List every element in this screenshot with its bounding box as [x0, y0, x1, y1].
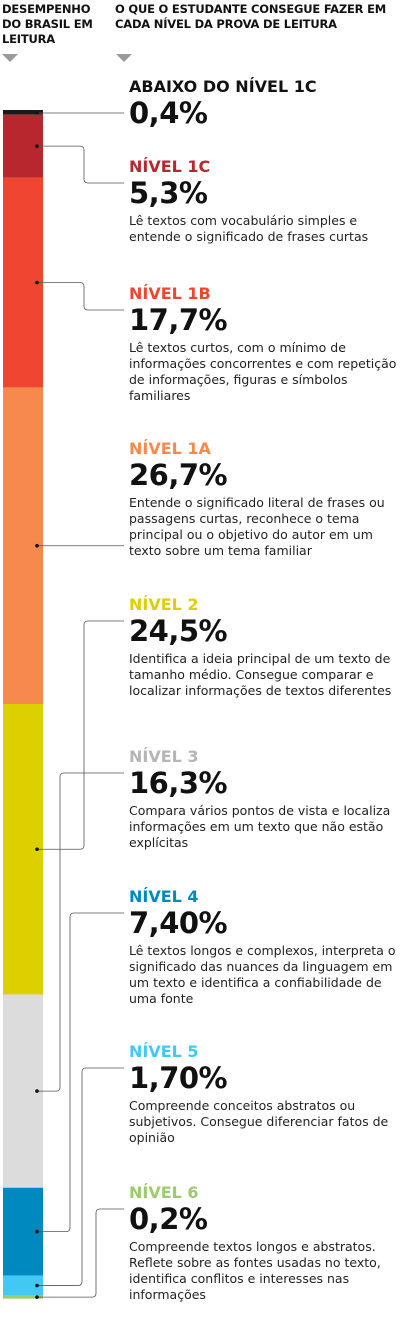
level-name: NÍVEL 3	[129, 747, 199, 766]
bar-segment-3	[3, 177, 43, 388]
level-description: Compreende conceitos abstratos ou subjet…	[129, 1098, 389, 1145]
level-description: Compreende textos longos e abstratos. Re…	[129, 1239, 381, 1302]
connector-dot-9	[35, 1295, 39, 1299]
level-block-8: NÍVEL 5 1,70% Compreende conceitos abstrat…	[129, 1043, 399, 1146]
level-percentage: 5,3%	[129, 176, 208, 210]
bar-segment-8	[3, 1275, 43, 1296]
level-name: ABAIXO DO NÍVEL 1C	[129, 77, 317, 96]
level-name: NÍVEL 6	[129, 1183, 199, 1202]
level-percentage: 7,40%	[129, 906, 228, 940]
connector-dot-3	[35, 280, 39, 285]
triangle-down-icon	[116, 54, 132, 62]
level-name: NÍVEL 5	[129, 1042, 199, 1061]
level-percentage: 26,7%	[129, 458, 228, 492]
level-block-2: NÍVEL 1C 5,3% Lê textos com vocabulário si…	[129, 158, 399, 245]
header-right: O QUE O ESTUDANTE CONSEGUE FAZER EM CADA…	[115, 2, 387, 31]
level-percentage: 16,3%	[129, 766, 228, 800]
level-description: Entende o significado literal de frases …	[129, 495, 385, 558]
bar-segment-5	[3, 704, 43, 995]
level-name: NÍVEL 1B	[129, 284, 211, 303]
level-percentage: 17,7%	[129, 303, 228, 337]
connector-dot-6	[35, 1089, 39, 1093]
connector-line-5	[37, 620, 124, 850]
level-name: NÍVEL 1A	[129, 439, 211, 458]
bar-segment-7	[3, 1187, 43, 1276]
level-percentage: 1,70%	[129, 1061, 228, 1095]
level-description: Identifica a ideia principal de um texto…	[129, 651, 392, 698]
connector-line-3	[37, 282, 124, 311]
bar-segment-2	[3, 114, 43, 178]
triangle-down-icon	[2, 54, 18, 62]
connector-line-8	[37, 1067, 124, 1286]
level-description: Compara vários pontos de vista e localiz…	[129, 803, 391, 850]
level-block-7: NÍVEL 4 7,40% Lê textos longos e complexos…	[129, 888, 399, 1007]
connector-dot-4	[35, 543, 39, 548]
connector-dot-5	[35, 847, 39, 852]
connector-dot-2	[35, 144, 39, 148]
connector-dot-7	[35, 1229, 39, 1234]
connector-dot-1	[35, 111, 39, 115]
level-percentage: 0,4%	[129, 96, 208, 130]
level-block-1: ABAIXO DO NÍVEL 1C 0,4%	[129, 77, 399, 131]
level-description: Lê textos com vocabulário simples e ente…	[129, 213, 369, 244]
level-description: Lê textos longos e complexos, interpreta…	[129, 943, 396, 1006]
connector-line-7	[37, 912, 124, 1232]
level-block-3: NÍVEL 1B 17,7% Lê textos curtos, com o mín…	[129, 285, 399, 404]
bar-segment-4	[3, 387, 43, 704]
level-name: NÍVEL 4	[129, 887, 199, 906]
header-left: DESEMPENHO DO BRASIL EM LEITURA	[2, 2, 93, 46]
connector-line-9	[37, 1208, 124, 1298]
connector-line-6	[37, 772, 124, 1092]
bar-segment-9	[3, 1295, 43, 1299]
connector-line-2	[37, 145, 124, 184]
level-name: NÍVEL 1C	[129, 157, 211, 176]
level-name: NÍVEL 2	[129, 595, 199, 614]
level-block-5: NÍVEL 2 24,5% Identifica a ideia principal…	[129, 596, 399, 699]
level-block-6: NÍVEL 3 16,3% Compara vários pontos de vis…	[129, 748, 399, 851]
level-block-4: NÍVEL 1A 26,7% Entende o significado liter…	[129, 440, 399, 559]
level-percentage: 24,5%	[129, 614, 228, 648]
bar-segment-6	[3, 994, 43, 1188]
connector-dot-8	[35, 1283, 39, 1288]
level-description: Lê textos curtos, com o mínimo de inform…	[129, 340, 397, 403]
level-block-9: NÍVEL 6 0,2% Compreende textos longos e ab…	[129, 1184, 399, 1303]
bar-segment-1	[3, 110, 43, 115]
level-percentage: 0,2%	[129, 1202, 208, 1236]
